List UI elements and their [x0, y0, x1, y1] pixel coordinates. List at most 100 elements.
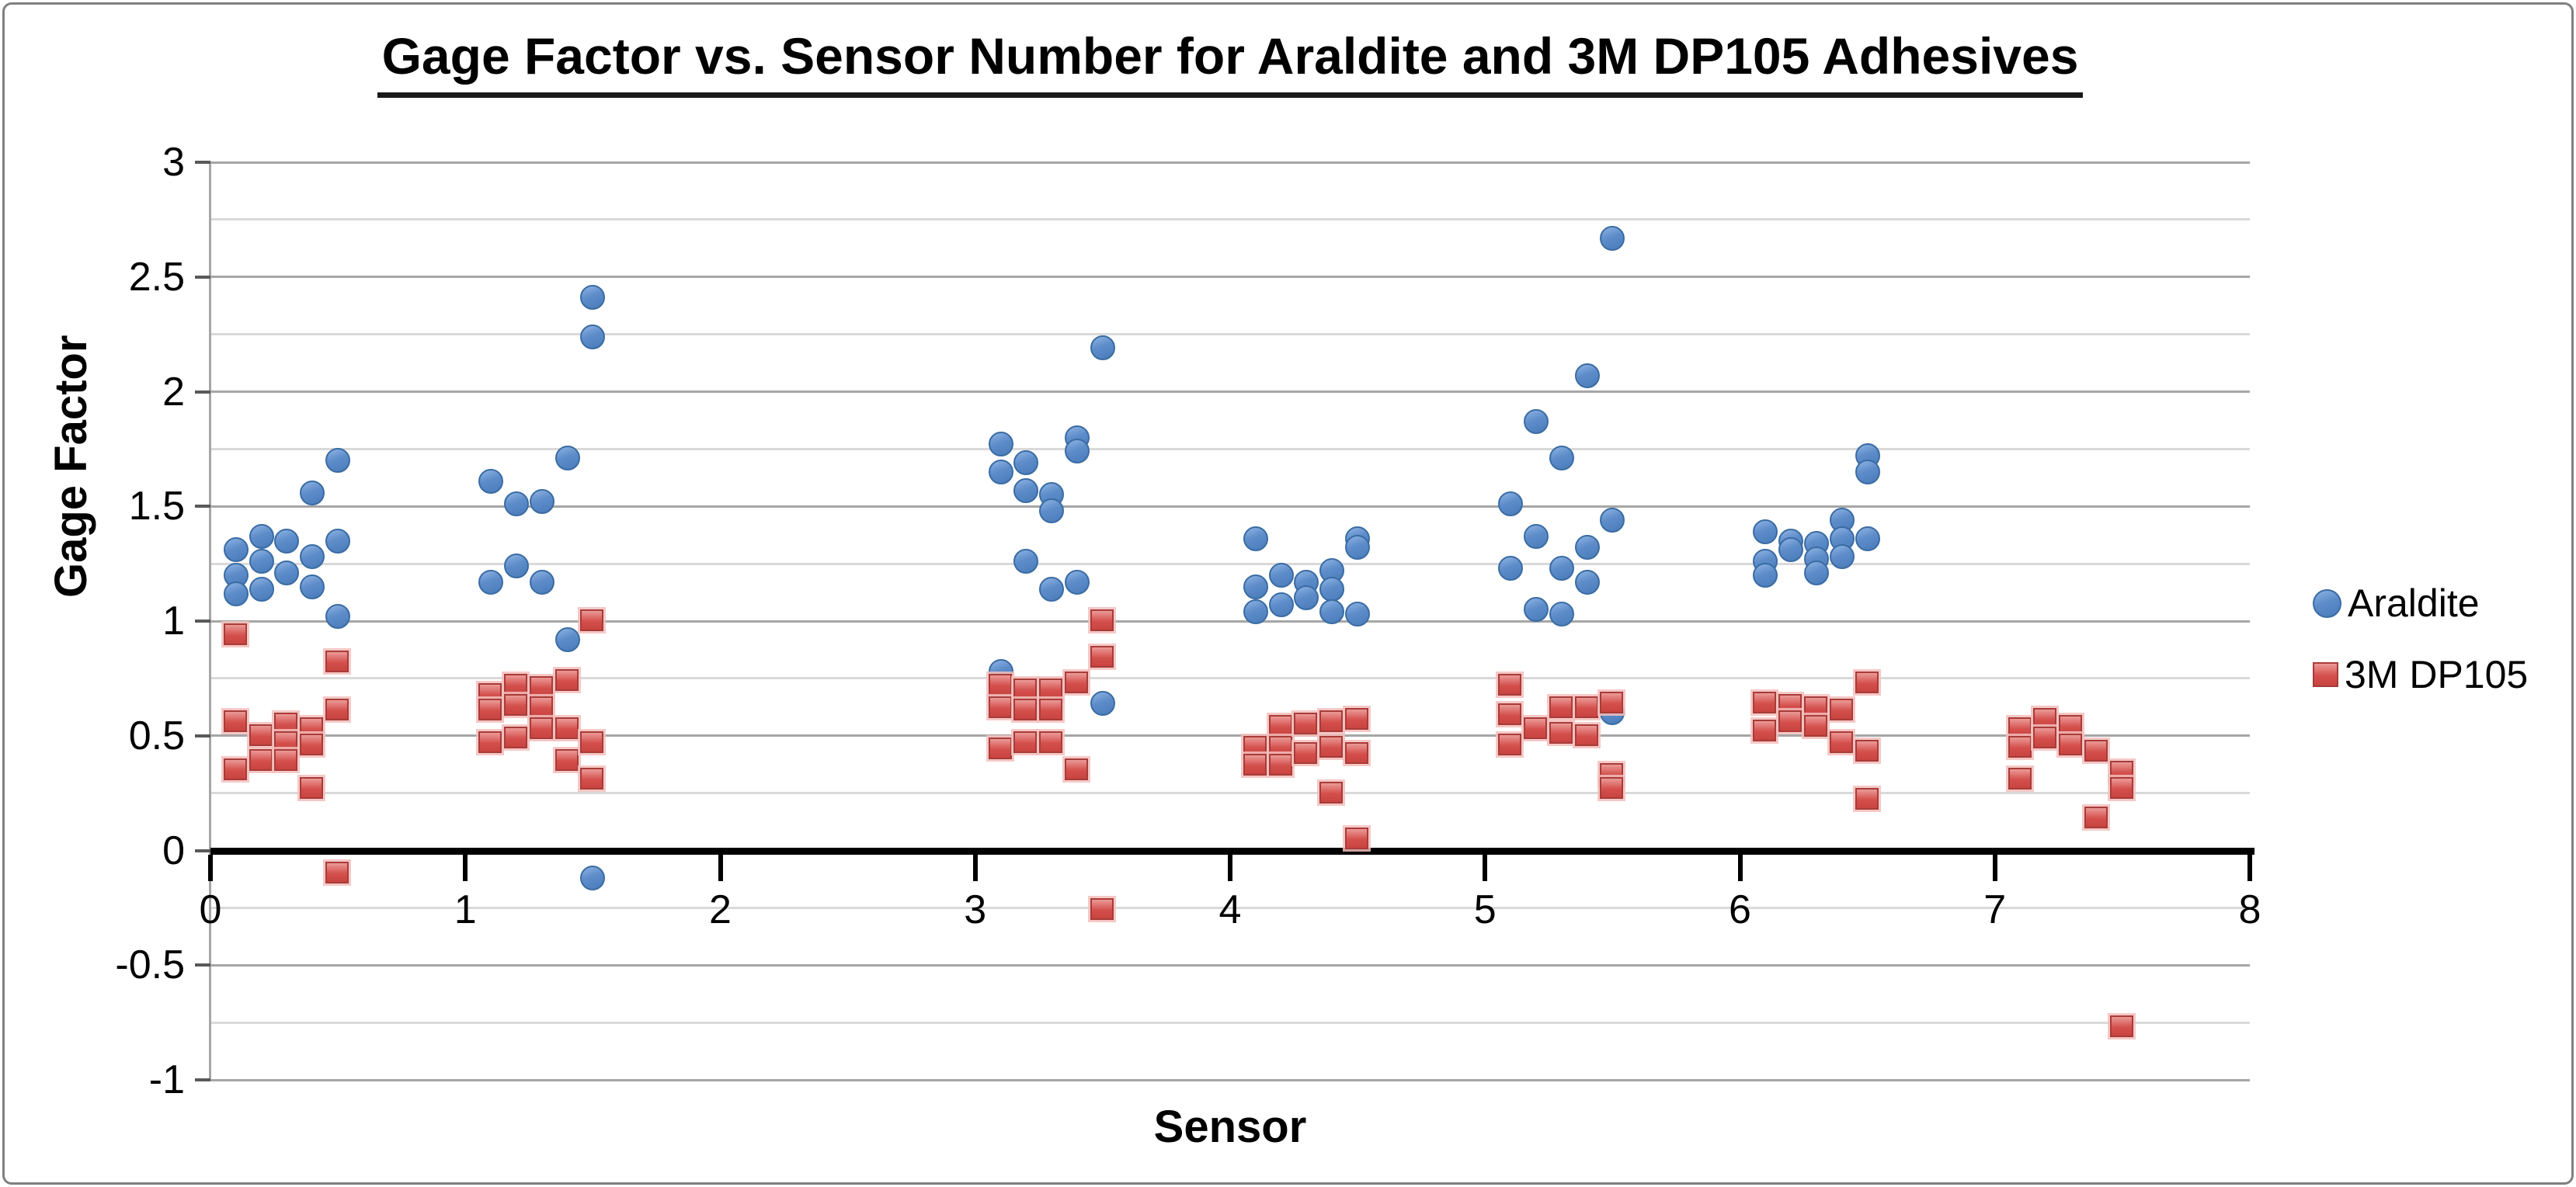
- data-point-araldite: [1268, 592, 1294, 618]
- gridline-minor: [210, 562, 2250, 565]
- data-point-3m-dp105: [325, 651, 349, 673]
- data-point-araldite: [1523, 597, 1549, 623]
- data-point-araldite: [1855, 459, 1880, 484]
- y-tick-label: 0: [162, 828, 185, 873]
- data-point-3m-dp105: [988, 673, 1012, 696]
- gridline-major: [210, 1078, 2250, 1081]
- y-tick-mark: [195, 1078, 210, 1081]
- data-point-3m-dp105: [249, 749, 273, 772]
- gridline-major: [210, 390, 2250, 393]
- data-point-3m-dp105: [1855, 788, 1879, 810]
- data-point-araldite: [249, 523, 274, 549]
- data-point-araldite: [1574, 363, 1600, 388]
- data-point-araldite: [1600, 507, 1625, 533]
- y-tick-mark: [195, 275, 210, 279]
- y-tick-mark: [195, 390, 210, 394]
- data-point-araldite: [274, 560, 300, 585]
- gridline-minor: [210, 1021, 2250, 1024]
- gridline-major: [210, 276, 2250, 279]
- data-point-3m-dp105: [2109, 1015, 2133, 1038]
- x-tick-mark: [1992, 854, 1997, 881]
- data-point-araldite: [1829, 544, 1855, 570]
- data-point-araldite: [325, 448, 351, 474]
- data-point-araldite: [325, 604, 351, 630]
- data-point-araldite: [1523, 523, 1549, 549]
- data-point-3m-dp105: [580, 767, 604, 790]
- data-point-araldite: [988, 459, 1013, 484]
- data-point-3m-dp105: [1268, 754, 1292, 776]
- data-point-3m-dp105: [1855, 740, 1879, 762]
- data-point-3m-dp105: [1574, 724, 1598, 746]
- data-point-araldite: [1243, 574, 1268, 599]
- data-point-araldite: [478, 569, 504, 595]
- data-point-araldite: [300, 480, 325, 505]
- zero-line: [210, 847, 2254, 855]
- x-tick-mark: [972, 854, 978, 881]
- data-point-araldite: [325, 528, 351, 554]
- data-point-3m-dp105: [325, 699, 349, 721]
- data-point-3m-dp105: [1753, 692, 1777, 714]
- x-axis-title: Sensor: [1153, 1102, 1307, 1152]
- data-point-3m-dp105: [1753, 719, 1777, 741]
- data-point-3m-dp105: [1319, 710, 1344, 733]
- y-tick-label: 2.5: [128, 254, 185, 300]
- data-point-3m-dp105: [1294, 712, 1318, 734]
- data-point-araldite: [1600, 225, 1625, 251]
- data-point-3m-dp105: [1345, 742, 1369, 765]
- data-point-3m-dp105: [223, 623, 247, 645]
- data-point-araldite: [1013, 549, 1039, 574]
- data-point-3m-dp105: [249, 724, 273, 746]
- data-point-3m-dp105: [300, 776, 324, 799]
- data-point-araldite: [580, 285, 606, 311]
- y-tick-mark: [195, 849, 210, 852]
- data-point-3m-dp105: [223, 710, 247, 733]
- y-tick-mark: [195, 161, 210, 164]
- data-point-araldite: [988, 432, 1013, 457]
- data-point-3m-dp105: [1319, 781, 1344, 803]
- data-point-araldite: [1523, 408, 1549, 434]
- data-point-3m-dp105: [1498, 733, 1522, 755]
- gridline-minor: [210, 792, 2250, 795]
- x-tick-mark: [1483, 854, 1488, 881]
- data-point-araldite: [1090, 691, 1115, 717]
- data-point-3m-dp105: [580, 609, 604, 631]
- data-point-3m-dp105: [554, 668, 579, 691]
- data-point-3m-dp105: [1574, 696, 1598, 719]
- data-point-3m-dp105: [1243, 754, 1267, 776]
- gridline-minor: [210, 677, 2250, 680]
- data-point-araldite: [1345, 535, 1371, 561]
- x-tick-mark: [1228, 854, 1232, 881]
- data-point-3m-dp105: [478, 731, 502, 753]
- data-point-araldite: [554, 626, 580, 652]
- data-point-3m-dp105: [1013, 678, 1038, 700]
- legend-label-3m-dp105: 3M DP105: [2345, 653, 2529, 696]
- x-tick-mark: [2247, 854, 2252, 881]
- data-point-araldite: [478, 468, 504, 494]
- data-point-araldite: [1065, 569, 1090, 595]
- data-point-3m-dp105: [1549, 696, 1573, 719]
- data-point-3m-dp105: [529, 675, 553, 698]
- data-point-3m-dp105: [1065, 758, 1089, 781]
- x-tick-label: 5: [1473, 887, 1497, 932]
- data-point-3m-dp105: [988, 738, 1012, 760]
- x-tick-label: 7: [1983, 887, 2007, 932]
- araldite-marker-icon: [2313, 588, 2341, 618]
- data-point-3m-dp105: [1600, 692, 1624, 714]
- gridline-minor: [210, 447, 2250, 450]
- data-point-3m-dp105: [1345, 827, 1369, 849]
- y-tick-label: 3: [162, 140, 185, 185]
- gridline-major: [210, 620, 2250, 623]
- x-tick-label: 4: [1218, 887, 1242, 932]
- data-point-3m-dp105: [1243, 735, 1267, 758]
- data-point-3m-dp105: [1090, 609, 1114, 631]
- legend-entry-araldite: Araldite: [2313, 581, 2528, 626]
- data-point-3m-dp105: [1600, 776, 1624, 799]
- gridline-minor: [210, 333, 2250, 336]
- data-point-3m-dp105: [1039, 699, 1063, 721]
- data-point-3m-dp105: [325, 862, 349, 884]
- data-point-araldite: [1778, 537, 1804, 563]
- gridline-major: [210, 963, 2250, 967]
- data-point-3m-dp105: [1523, 717, 1547, 739]
- gridline-major: [210, 161, 2250, 164]
